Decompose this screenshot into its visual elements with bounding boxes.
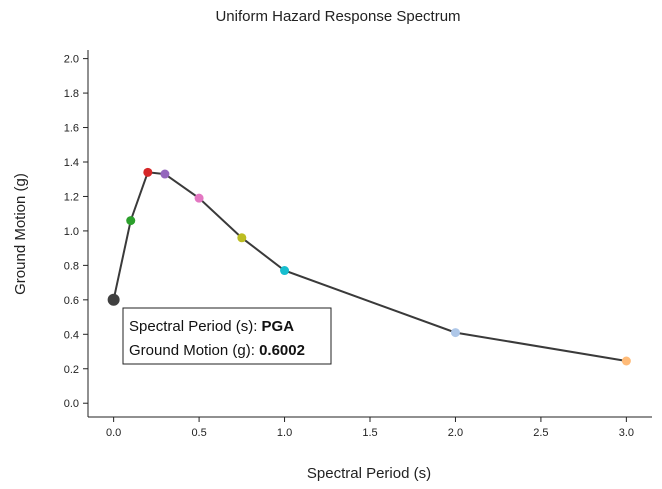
tooltip-period-value: PGA (262, 318, 295, 335)
y-tick-label: 1.2 (64, 191, 79, 203)
data-point[interactable] (126, 216, 136, 226)
tooltip-period-line: Spectral Period (s): PGA (129, 318, 294, 335)
tooltip-box (122, 307, 332, 365)
y-tick-label: 0.6 (64, 295, 79, 307)
x-tick-label: 0.5 (191, 427, 206, 439)
data-point[interactable] (621, 356, 631, 366)
data-point[interactable] (237, 233, 247, 243)
y-tick-label: 1.8 (64, 88, 79, 100)
x-tick-label: 3.0 (619, 427, 634, 439)
y-tick-label: 0.4 (64, 329, 79, 341)
y-tick-label: 0.2 (64, 364, 79, 376)
tooltip-motion-value: 0.6002 (259, 342, 305, 359)
y-tick-label: 0.8 (64, 260, 79, 272)
data-point[interactable] (450, 328, 460, 338)
x-tick-label: 1.5 (362, 427, 377, 439)
y-tick-label: 1.0 (64, 226, 79, 238)
data-point[interactable] (280, 266, 290, 276)
point-tooltip: Spectral Period (s): PGA Ground Motion (… (122, 307, 332, 365)
data-point[interactable] (160, 169, 170, 179)
data-point[interactable] (194, 193, 204, 203)
y-tick-label: 0.0 (64, 398, 79, 410)
x-tick-label: 0.0 (106, 427, 121, 439)
chart-title: Uniform Hazard Response Spectrum (215, 8, 460, 25)
tooltip-motion-line: Ground Motion (g): 0.6002 (129, 342, 305, 359)
y-tick-label: 1.6 (64, 123, 79, 135)
y-tick-label: 2.0 (64, 54, 79, 66)
y-axis-label: Ground Motion (g) (12, 173, 29, 295)
tooltip-period-label: Spectral Period (s): (129, 318, 262, 335)
x-ticks: 0.0 0.5 1.0 1.5 2.0 2.5 3.0 (106, 417, 634, 439)
x-tick-label: 2.5 (533, 427, 548, 439)
x-tick-label: 2.0 (448, 427, 463, 439)
x-tick-label: 1.0 (277, 427, 292, 439)
plot-area (107, 167, 631, 366)
tooltip-motion-label: Ground Motion (g): (129, 342, 259, 359)
x-axis: 0.0 0.5 1.0 1.5 2.0 2.5 3.0 (88, 416, 652, 439)
y-tick-label: 1.4 (64, 157, 79, 169)
x-axis-label: Spectral Period (s) (307, 465, 431, 482)
y-axis: 0.0 0.2 0.4 0.6 0.8 1.0 1.2 1.4 1.6 1.8 2.0 (64, 50, 89, 417)
data-point-highlighted[interactable] (107, 293, 120, 306)
data-points (107, 167, 631, 366)
data-point[interactable] (143, 167, 153, 177)
y-ticks: 0.0 0.2 0.4 0.6 0.8 1.0 1.2 1.4 1.6 1.8 2.0 (64, 54, 88, 410)
